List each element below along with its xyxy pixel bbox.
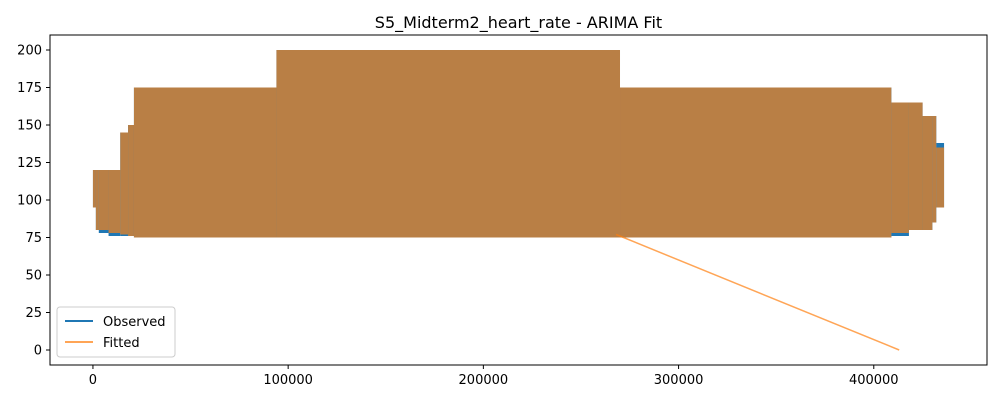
fitted-line [615, 233, 900, 351]
legend: Observed Fitted [56, 306, 176, 358]
y-tick-label: 200 [17, 44, 42, 59]
fitted-band-12 [932, 116, 937, 223]
x-tick-label: 300000 [654, 373, 704, 388]
fitted-band-2 [98, 170, 109, 230]
legend-label-fitted: Fitted [103, 336, 140, 351]
x-tick-label: 0 [89, 373, 97, 388]
fitted-band-13 [936, 147, 945, 208]
fitted-band-11 [922, 116, 933, 230]
x-tick-label: 400000 [849, 373, 899, 388]
y-tick-label: 175 [17, 81, 42, 96]
y-tick-label: 125 [17, 156, 42, 171]
y-tick-label: 75 [25, 231, 42, 246]
y-tick-label: 50 [25, 269, 42, 284]
fitted-band-6 [133, 87, 277, 238]
y-tick-label: 0 [34, 344, 42, 359]
fitted-band-8 [620, 87, 892, 238]
series-fitted [92, 50, 945, 351]
y-tick-label: 150 [17, 119, 42, 134]
fitted-band-0 [92, 170, 96, 208]
y-tick-label: 25 [25, 306, 42, 321]
x-tick-label: 100000 [263, 373, 313, 388]
legend-label-observed: Observed [103, 315, 166, 330]
fitted-band-5 [128, 125, 134, 236]
axes: 0 100000 200000 300000 400000 0 25 50 75 100 125 15… [17, 34, 988, 388]
y-tick-label: 100 [17, 194, 42, 209]
fitted-band-4 [120, 132, 129, 235]
x-tick-label: 200000 [459, 373, 509, 388]
fitted-band-10 [908, 102, 923, 230]
chart-title: S5_Midterm2_heart_rate - ARIMA Fit [375, 13, 662, 33]
fitted-band-1 [95, 170, 99, 230]
fitted-band-7 [276, 50, 621, 238]
legend-box [56, 306, 176, 358]
plot-area [92, 50, 945, 351]
fitted-band-9 [891, 102, 909, 233]
fitted-band-3 [108, 170, 121, 233]
